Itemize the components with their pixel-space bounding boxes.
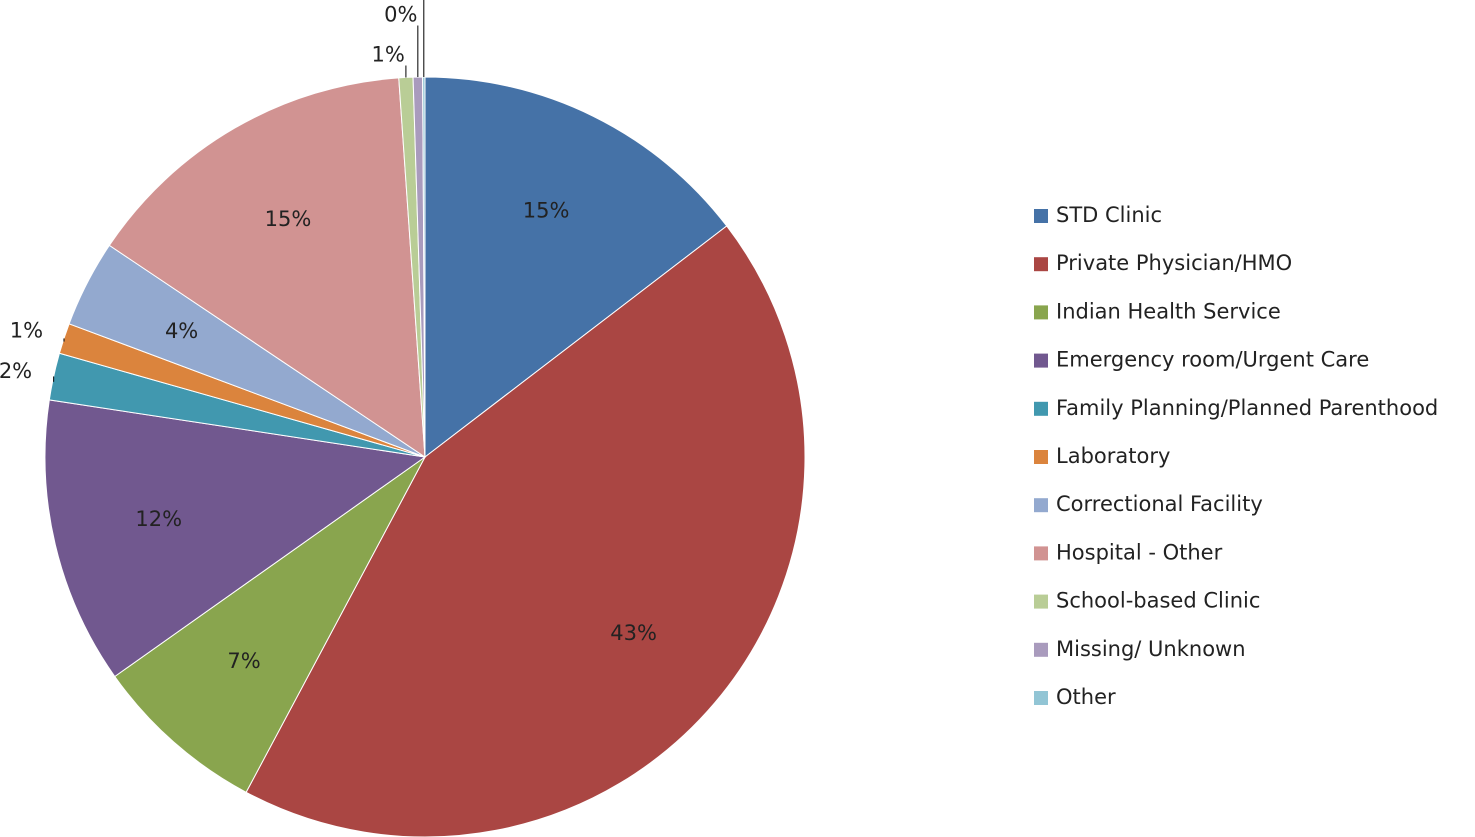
data-label: 1% xyxy=(371,43,404,67)
legend-swatch xyxy=(1034,691,1048,705)
legend-swatch xyxy=(1034,353,1048,368)
legend-label: Emergency room/Urgent Care xyxy=(1056,348,1369,372)
legend-label: Other xyxy=(1056,685,1116,709)
data-label: 4% xyxy=(165,319,198,343)
legend-label: School-based Clinic xyxy=(1056,589,1260,613)
legend-swatch xyxy=(1034,642,1048,657)
legend-label: Missing/ Unknown xyxy=(1056,637,1246,661)
pie-slice xyxy=(44,399,427,678)
legend-swatch xyxy=(1034,401,1048,416)
pie-slice xyxy=(108,77,426,458)
data-label: 2% xyxy=(0,359,32,383)
legend-label: STD Clinic xyxy=(1056,203,1162,227)
legend-swatch xyxy=(1034,450,1048,464)
data-label: 7% xyxy=(227,649,260,673)
legend-swatch xyxy=(1034,305,1048,320)
data-label: 15% xyxy=(265,207,312,231)
legend-swatch xyxy=(1034,594,1048,609)
data-label: 43% xyxy=(610,621,657,645)
pie-slice xyxy=(424,76,728,459)
legend-label: Private Physician/HMO xyxy=(1056,251,1292,275)
data-label: 1% xyxy=(10,319,43,343)
legend-label: Indian Health Service xyxy=(1056,299,1281,323)
legend-label: Hospital - Other xyxy=(1056,540,1223,564)
pie-slice xyxy=(245,225,806,837)
pie-slice xyxy=(114,456,426,793)
data-label: 12% xyxy=(135,507,182,531)
legend-label: Family Planning/Planned Parenthood xyxy=(1056,396,1438,420)
legend-swatch xyxy=(1034,209,1048,223)
legend-swatch xyxy=(1034,546,1048,561)
data-label: 15% xyxy=(523,199,570,223)
legend-label: Laboratory xyxy=(1056,444,1170,468)
legend-label: Correctional Facility xyxy=(1056,492,1263,516)
legend-swatch xyxy=(1034,257,1048,272)
data-label: 0% xyxy=(384,3,417,27)
legend-swatch xyxy=(1034,498,1048,513)
